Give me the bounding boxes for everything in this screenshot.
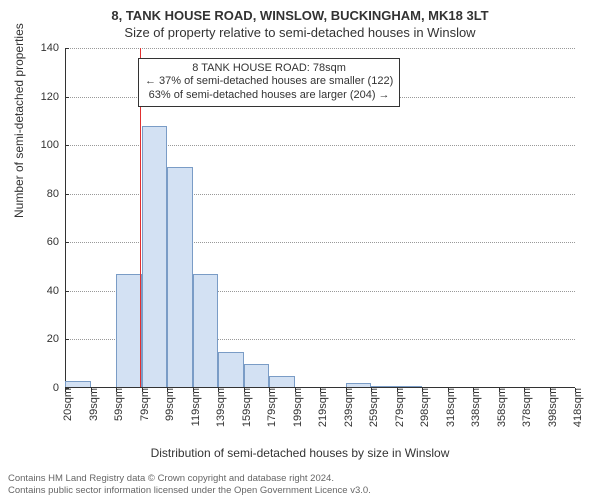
annotation-line: ← 37% of semi-detached houses are smalle… [145,75,393,89]
x-tick-label: 39sqm [82,388,100,421]
y-tick-label: 140 [41,42,65,54]
chart-title-main: 8, TANK HOUSE ROAD, WINSLOW, BUCKINGHAM,… [0,0,600,23]
x-tick-label: 418sqm [566,388,584,427]
y-tick-label: 60 [47,236,65,248]
histogram-bar [371,386,397,388]
gridline [65,48,575,49]
y-tick-label: 20 [47,333,65,345]
y-tick-label: 100 [41,139,65,151]
y-tick-label: 40 [47,285,65,297]
histogram-bar [269,376,295,388]
x-tick-label: 59sqm [107,388,125,421]
x-tick-label: 398sqm [541,388,559,427]
histogram-bar [116,274,142,388]
x-tick-label: 159sqm [235,388,253,427]
footer-attribution: Contains HM Land Registry data © Crown c… [8,473,592,496]
x-tick-label: 179sqm [260,388,278,427]
x-tick-label: 318sqm [439,388,457,427]
x-tick-label: 338sqm [464,388,482,427]
x-tick-label: 20sqm [56,388,74,421]
histogram-bar [167,167,193,388]
x-tick-label: 199sqm [286,388,304,427]
y-tick-label: 120 [41,91,65,103]
annotation-box: 8 TANK HOUSE ROAD: 78sqm← 37% of semi-de… [138,58,400,107]
y-axis-label: Number of semi-detached properties [12,23,26,218]
footer-line-2: Contains public sector information licen… [8,485,592,496]
histogram-bar [218,352,244,388]
chart-title-sub: Size of property relative to semi-detach… [0,23,600,40]
x-tick-label: 99sqm [158,388,176,421]
histogram-bar [346,383,372,388]
histogram-bar [397,386,423,388]
footer-line-1: Contains HM Land Registry data © Crown c… [8,473,592,484]
x-tick-label: 119sqm [184,388,202,426]
x-tick-label: 219sqm [311,388,329,427]
histogram-bar [244,364,270,388]
histogram-bar [65,381,91,388]
annotation-line: 8 TANK HOUSE ROAD: 78sqm [145,62,393,76]
x-tick-label: 239sqm [337,388,355,427]
x-tick-label: 279sqm [388,388,406,427]
x-tick-label: 259sqm [362,388,380,427]
x-tick-label: 378sqm [515,388,533,427]
plot-area: 02040608010012014020sqm39sqm59sqm79sqm99… [65,48,575,388]
x-axis-label: Distribution of semi-detached houses by … [0,446,600,460]
histogram-bar [193,274,219,388]
x-tick-label: 139sqm [209,388,227,427]
x-tick-label: 298sqm [413,388,431,427]
y-tick-label: 80 [47,188,65,200]
x-tick-label: 79sqm [133,388,151,421]
annotation-line: 63% of semi-detached houses are larger (… [145,89,393,103]
x-tick-label: 358sqm [490,388,508,427]
histogram-bar [142,126,168,388]
